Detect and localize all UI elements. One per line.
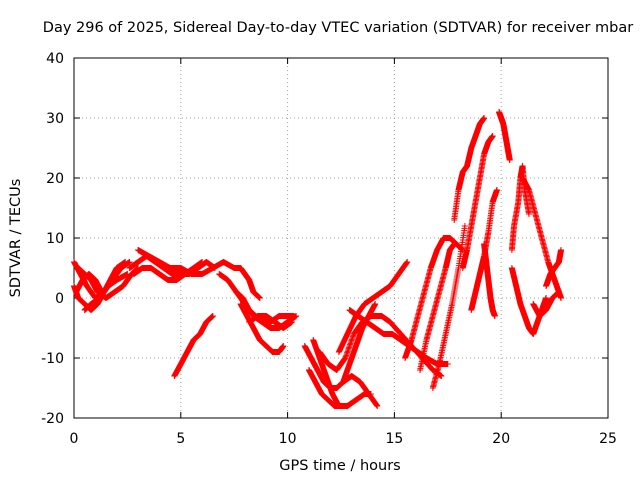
axis-ticks	[73, 57, 609, 419]
y-tick-label: 30	[46, 111, 64, 127]
series-arc-28	[496, 109, 513, 163]
series-arc-07	[135, 247, 216, 277]
y-tick-label: -10	[41, 351, 64, 367]
data-point	[98, 289, 105, 295]
x-tick-label: 0	[70, 431, 79, 447]
data-point	[124, 271, 131, 277]
series-arc-22	[402, 235, 466, 361]
data-point	[367, 391, 374, 397]
x-tick-labels: 0 5 10 15 20 25	[70, 431, 617, 447]
series-arc-05	[73, 271, 105, 295]
data-point	[293, 313, 300, 319]
y-tick-label: -20	[41, 411, 64, 427]
x-tick-label: 25	[599, 431, 617, 447]
x-tick-label: 15	[385, 431, 403, 447]
x-tick-label: 20	[492, 431, 510, 447]
series-arc-17	[305, 367, 344, 409]
chart-title: Day 296 of 2025, Sidereal Day-to-day VTE…	[43, 20, 633, 36]
data-point	[280, 343, 287, 349]
data-point	[525, 211, 532, 217]
data-point	[209, 313, 216, 319]
y-tick-label: 20	[46, 171, 64, 187]
series-arc-30	[508, 163, 532, 253]
x-axis-label: GPS time / hours	[279, 458, 400, 474]
y-tick-label: 10	[46, 231, 64, 247]
y-tick-labels: -20 -10 0 10 20 30 40	[41, 51, 64, 427]
series-arc-29	[481, 241, 498, 319]
series-arc-31	[508, 265, 550, 337]
data-point	[122, 259, 129, 265]
data-point	[288, 319, 295, 325]
data-points	[71, 109, 565, 409]
series-arc-10	[209, 259, 263, 301]
y-tick-label: 40	[46, 51, 64, 67]
series-arc-14	[246, 313, 295, 331]
data-point	[256, 295, 263, 301]
data-point	[338, 403, 344, 409]
series-arc-09	[171, 313, 216, 379]
series-arc-08	[130, 259, 206, 283]
y-axis-label: SDTVAR / TECUs	[8, 179, 24, 298]
x-tick-label: 10	[279, 431, 297, 447]
data-point	[199, 259, 206, 265]
data-point	[374, 403, 381, 409]
x-tick-label: 5	[176, 431, 185, 447]
y-tick-label: 0	[55, 291, 64, 307]
